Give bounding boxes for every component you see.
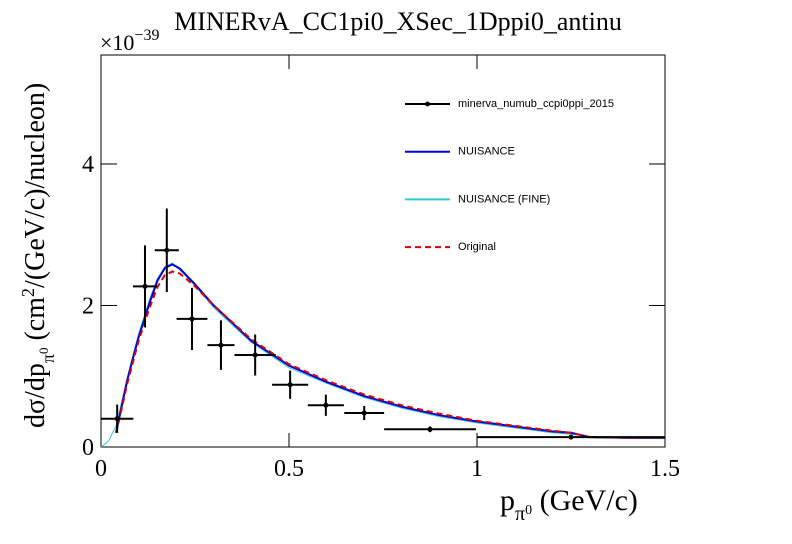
- data-point: [287, 382, 293, 388]
- data-point: [252, 352, 258, 358]
- y-exponent-base: ×10: [100, 30, 134, 55]
- legend-label: NUISANCE (FINE): [458, 193, 550, 205]
- legend-label: Original: [458, 241, 496, 253]
- plot-frame: [100, 54, 666, 448]
- y-tick-label: 2: [82, 293, 94, 319]
- legend-label: NUISANCE: [458, 146, 515, 158]
- x-label-part: (GeV/c): [532, 484, 638, 517]
- data-point: [323, 402, 329, 408]
- data-point: [142, 283, 148, 289]
- data-point: [114, 416, 120, 422]
- y-label-part: (cm: [20, 297, 51, 348]
- legend-marker: [425, 101, 430, 107]
- y-exponent: ×10−39: [100, 27, 159, 55]
- y-label-subsup: 0: [36, 348, 51, 355]
- data-point: [568, 434, 574, 440]
- x-label-part: p: [500, 484, 515, 517]
- x-tick-label: 0: [95, 456, 107, 482]
- y-label-part: dσ/dp: [20, 363, 51, 428]
- chart-title: MINERvA_CC1pi0_XSec_1Dppi0_antinu: [174, 7, 622, 36]
- series-line: [115, 270, 665, 439]
- y-tick-label: 4: [82, 152, 94, 178]
- y-axis-label: dσ/dpπ0 (cm2/(GeV/c)/nucleon): [18, 83, 58, 428]
- y-label-part: /(GeV/c)/nucleon): [20, 83, 51, 288]
- data-point: [164, 247, 170, 253]
- x-tick-label: 0.5: [274, 456, 304, 482]
- x-tick-label: 1: [471, 456, 483, 482]
- y-label-sup: 2: [18, 288, 38, 297]
- data-point: [361, 410, 367, 416]
- x-tick-label: 1.5: [650, 456, 680, 482]
- series-line: [115, 263, 665, 439]
- y-label-sub: π: [38, 354, 58, 363]
- data-point: [189, 316, 195, 322]
- x-label-subsup: 0: [525, 503, 532, 518]
- data-point: [427, 426, 433, 432]
- data-point: [218, 342, 224, 348]
- y-tick-label: 0: [82, 435, 94, 461]
- legend-label: minerva_numub_ccpi0ppi_2015: [458, 98, 614, 110]
- x-axis-label: pπ0 (GeV/c): [500, 484, 638, 525]
- y-exponent-power: −39: [134, 27, 159, 44]
- x-label-sub: π: [515, 503, 525, 525]
